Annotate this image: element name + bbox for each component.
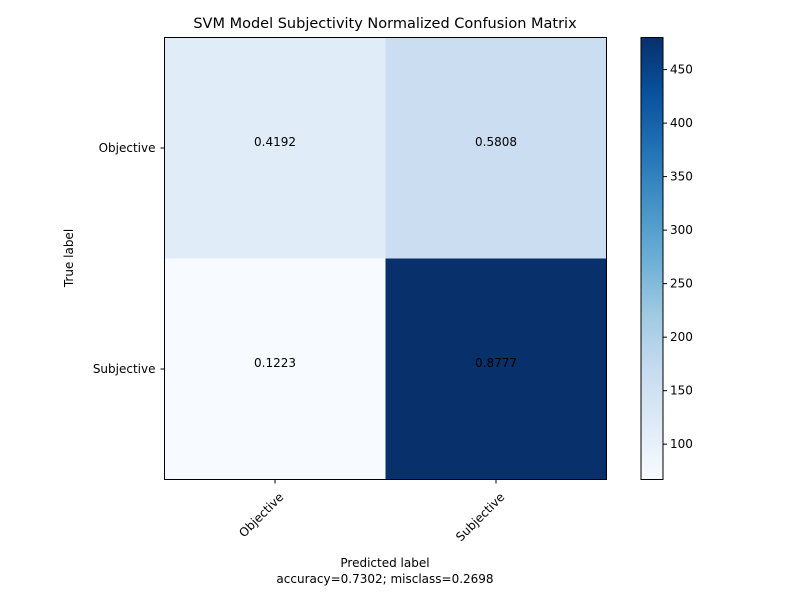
colorbar-ticks: 100 150 200 250 300 350 400 450: [663, 63, 693, 451]
colorbar-tick-label: 350: [670, 170, 693, 184]
colorbar-tick-label: 150: [670, 384, 693, 398]
heatmap-cell: [164, 258, 386, 480]
cell-value-label: 0.5808: [475, 135, 517, 149]
x-tick-label: Subjective: [453, 490, 507, 544]
colorbar-tick-label: 200: [670, 330, 693, 344]
y-axis-ticks: Objective Subjective: [93, 141, 165, 376]
y-axis-label: True label: [62, 229, 76, 288]
x-tick-label: Objective: [236, 490, 286, 540]
colorbar-tick-label: 100: [670, 437, 693, 451]
colorbar: [640, 37, 664, 480]
heatmap-cell: [164, 37, 386, 259]
y-tick-label: Subjective: [93, 362, 156, 376]
x-axis-sublabel: accuracy=0.7302; misclass=0.2698: [276, 572, 493, 586]
heatmap-cell: [385, 258, 607, 480]
heatmap-cell: [385, 37, 607, 259]
chart-title: SVM Model Subjectivity Normalized Confus…: [193, 16, 577, 32]
x-axis-ticks: Objective Subjective: [236, 479, 507, 544]
y-tick-label: Objective: [99, 141, 156, 155]
colorbar-tick-label: 450: [670, 63, 693, 77]
cell-value-label: 0.8777: [475, 356, 517, 370]
heatmap-cells: 0.4192 0.5808 0.1223 0.8777: [164, 37, 607, 480]
colorbar-tick-label: 250: [670, 277, 693, 291]
cell-value-label: 0.1223: [254, 356, 296, 370]
plot-frame: [164, 37, 607, 480]
cell-value-label: 0.4192: [254, 135, 296, 149]
colorbar-tick-label: 400: [670, 116, 693, 130]
colorbar-tick-label: 300: [670, 223, 693, 237]
x-axis-label: Predicted label: [340, 556, 429, 570]
